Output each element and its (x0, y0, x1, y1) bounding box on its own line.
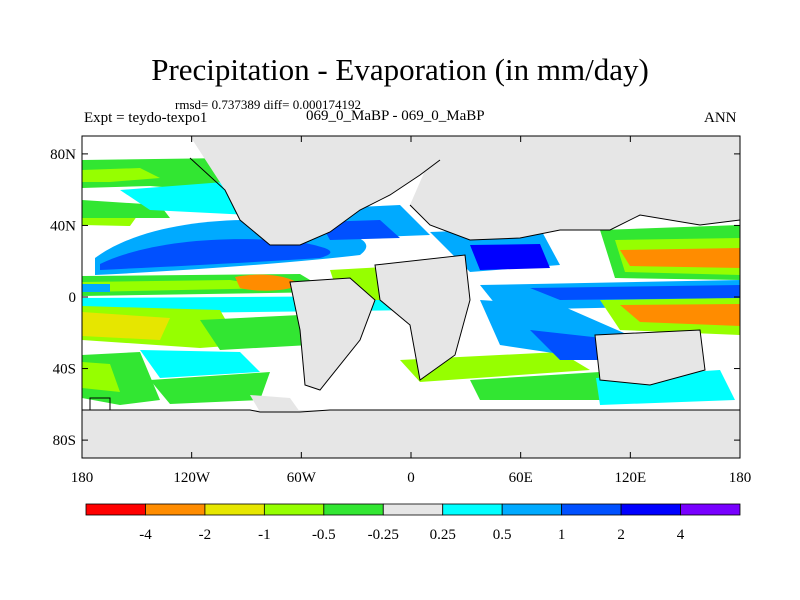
land-antarctica (82, 410, 740, 458)
lat-tick-label: 80S (53, 433, 76, 449)
colorbar-box (323, 503, 384, 516)
latitude-ticks: 80N 40N 0 40S 80S (50, 147, 740, 449)
coast-australia (594, 329, 706, 386)
coast-eurasia (409, 204, 740, 241)
land-africa (375, 255, 470, 380)
colorbar-label: -0.25 (368, 527, 399, 543)
case-label: 069_0_MaBP - 069_0_MaBP (306, 108, 485, 124)
colorbar-label: -0.5 (312, 527, 336, 543)
soc-green-band (150, 372, 270, 404)
tropical-lightgreen-band (82, 280, 280, 292)
soc-west-lightgreen (82, 362, 120, 392)
tropical-west-blue (82, 284, 110, 292)
colorbar-box (204, 503, 265, 516)
colorbar-box (501, 503, 563, 516)
colorbar-box (620, 503, 681, 516)
stats-line: rmsd= 0.737389 diff= 0.000174192 (175, 97, 361, 112)
indian-soc-green (470, 372, 600, 400)
colorbar-box (561, 503, 622, 516)
land-australia (595, 330, 705, 385)
tropical-orange-spot (235, 274, 300, 291)
coast-small-island (89, 397, 111, 411)
npac-darkblue-band (100, 239, 331, 270)
lon-tick-label: 180 (71, 470, 94, 486)
coast-north-america (189, 157, 441, 246)
spac-yellow (82, 312, 170, 340)
land-eurasia (410, 136, 740, 240)
plot-title: Precipitation - Evaporation (in mm/day) (151, 52, 649, 87)
lat-tick-label: 40S (53, 362, 76, 378)
experiment-label: Expt = teydo-texpo1 (84, 110, 208, 126)
lat-tick-label: 80N (50, 147, 76, 163)
land-north-america (190, 136, 440, 245)
land-south-america (290, 278, 375, 390)
coastlines (82, 157, 740, 413)
land-antarctic-peninsula (250, 395, 300, 412)
colorbar-label: -2 (199, 527, 212, 543)
lat-tick-label: 0 (69, 290, 77, 306)
spac-green (200, 315, 310, 350)
wpac-darkblue-band (530, 285, 740, 300)
colorbar-label: 2 (617, 527, 625, 543)
colorbar-box (145, 503, 206, 516)
colorbar-label: 0.25 (430, 527, 456, 543)
lat-tick-label: 40N (50, 218, 76, 234)
soc-cyan-band (140, 350, 260, 378)
lon-tick-label: 180 (729, 470, 752, 486)
field-layer (82, 136, 740, 458)
npac-east-orange (620, 248, 740, 268)
indian-darkblue (470, 244, 550, 270)
season-label: ANN (704, 110, 737, 126)
npac-midlat-green (82, 158, 245, 190)
lon-tick-label: 0 (407, 470, 415, 486)
colorbar-label: -1 (258, 527, 271, 543)
lon-tick-label: 120W (173, 470, 211, 486)
colorbar-label: 1 (558, 527, 566, 543)
lon-tick-label: 60E (509, 470, 533, 486)
colorbar-box (680, 503, 741, 516)
colorbar-label: -4 (139, 527, 152, 543)
longitude-ticks: 180 120W 60W 0 60E 120E 180 (71, 136, 752, 486)
colorbar-box (263, 503, 325, 516)
colorbar: -4 -2 -1 -0.5 -0.25 0.25 0.5 1 2 4 (85, 503, 741, 543)
colorbar-box (85, 503, 146, 516)
spac-east-orange (620, 304, 740, 326)
colorbar-label: 4 (677, 527, 685, 543)
lon-tick-label: 60W (287, 470, 317, 486)
coast-africa (374, 254, 471, 381)
npac-midlat-lightgreen (82, 168, 160, 182)
coast-south-america (289, 277, 376, 391)
colorbar-box (442, 503, 503, 516)
coast-antarctica (82, 409, 740, 413)
colorbar-label: 0.5 (493, 527, 512, 543)
lon-tick-label: 120E (614, 470, 646, 486)
colorbar-box (382, 503, 444, 516)
